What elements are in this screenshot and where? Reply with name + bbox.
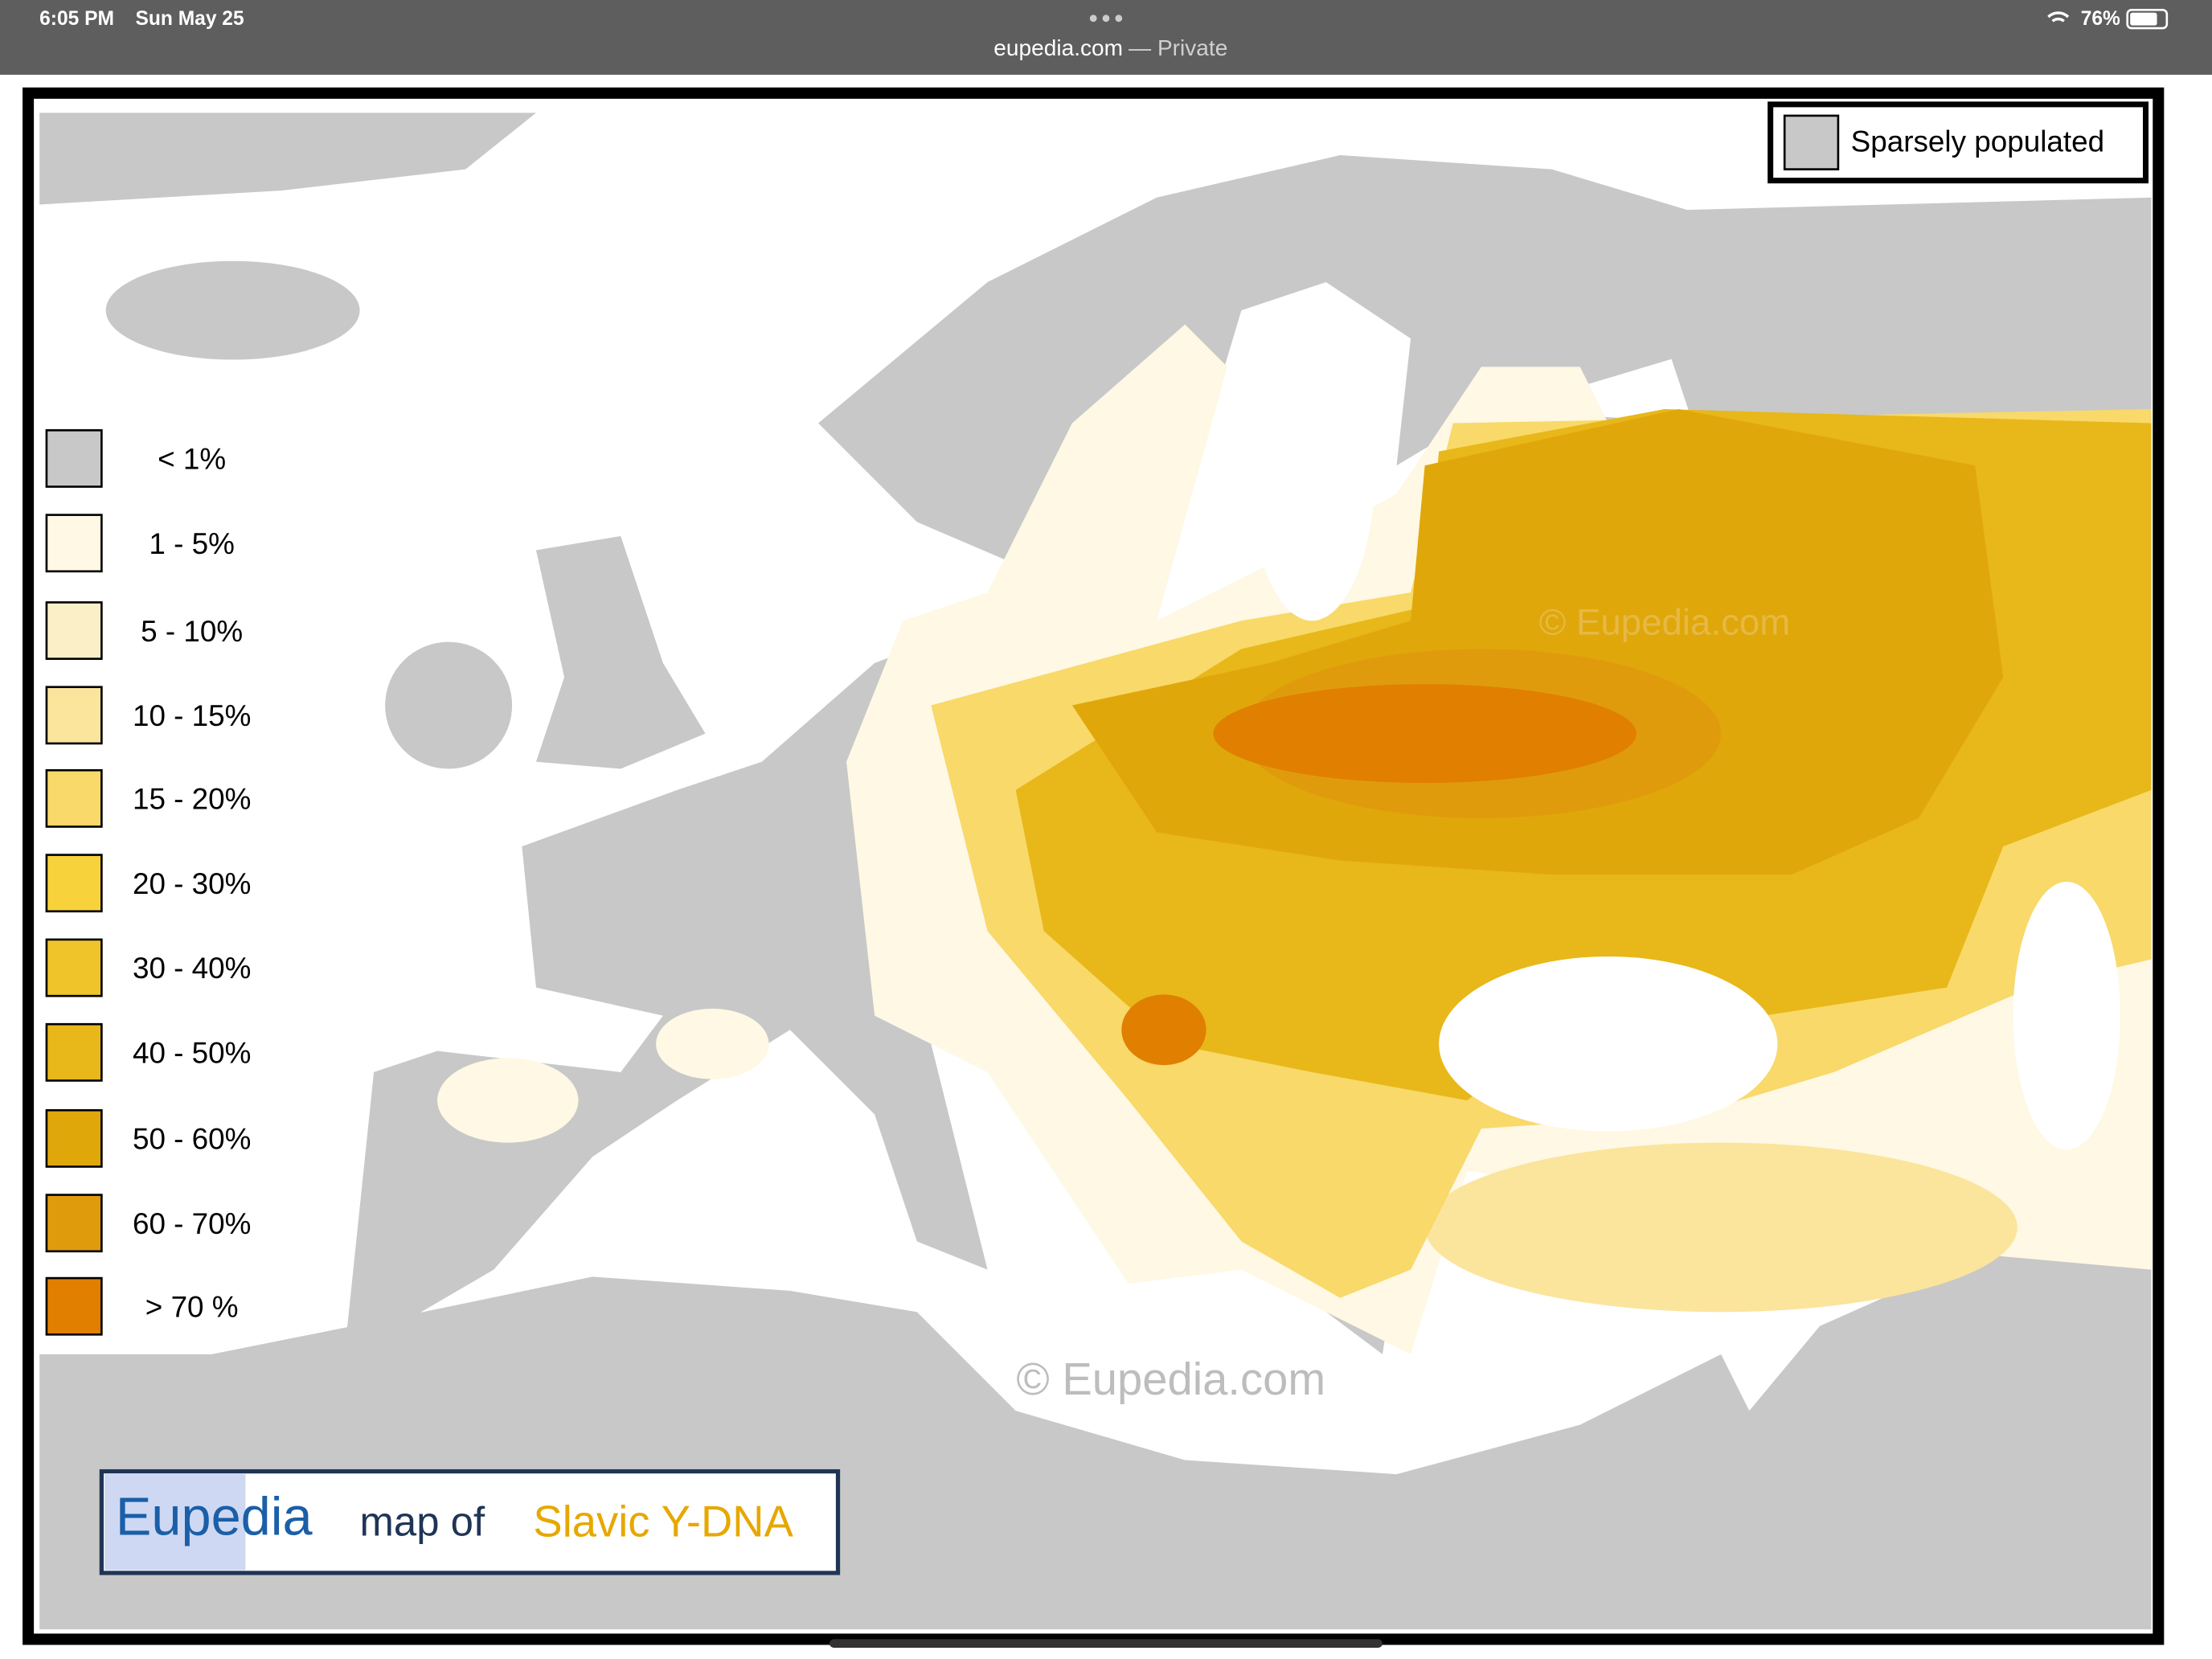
watermark: © Eupedia.com [1539,602,1791,643]
url[interactable]: eupedia.com [993,35,1123,60]
wifi-icon [2047,11,2070,23]
battery-icon [2126,8,2169,30]
frequency-zones [437,324,2152,1354]
private-label: — Private [1129,35,1227,60]
legend-swatch [45,601,103,660]
legend-label: 10 - 15% [133,699,251,732]
seas [1248,310,2120,1150]
legend-swatch [45,1194,103,1253]
legend-label: 40 - 50% [133,1037,251,1070]
legend-label: 50 - 60% [133,1123,251,1156]
tab-dots[interactable] [1089,14,1123,23]
sparse-label: Sparsely populated [1851,125,2104,158]
time: 6:05 PM [39,8,114,30]
legend-swatch [45,768,103,828]
legend-label: 5 - 10% [141,615,243,648]
status-bar [0,0,2212,76]
sparse-swatch [1783,114,1840,170]
legend-swatch [45,1022,103,1082]
legend-swatch [45,938,103,997]
watermark: © Eupedia.com [1016,1354,1325,1404]
legend-label: 60 - 70% [133,1207,251,1240]
legend-label: 30 - 40% [133,952,251,985]
legend-label: 1 - 5% [149,527,234,560]
battery-percent: 76% [2081,8,2120,30]
legend-swatch [45,1276,103,1336]
map: © Eupedia.com © Eupedia.com < 1% 1 - 5% 5 … [23,87,2165,1645]
title-subject: Slavic Y-DNA [533,1497,793,1546]
title-middle: map of [360,1499,485,1545]
legend-swatch [45,514,103,573]
legend-swatch [45,1108,103,1168]
home-indicator[interactable] [830,1639,1382,1648]
legend-label: > 70 % [145,1290,239,1323]
legend-label: < 1% [158,443,226,476]
title-brand: Eupedia [116,1488,313,1547]
legend: < 1% 1 - 5% 5 - 10% 10 - 15% 15 - 20% 20 - 30… [45,428,251,1336]
legend-swatch [45,854,103,913]
legend-label: 20 - 30% [133,867,251,900]
date: Sun May 25 [135,8,244,30]
legend-label: 15 - 20% [133,783,251,816]
legend-swatch [45,428,103,488]
flag-backdrop [104,1474,246,1571]
legend-swatch [45,686,103,745]
